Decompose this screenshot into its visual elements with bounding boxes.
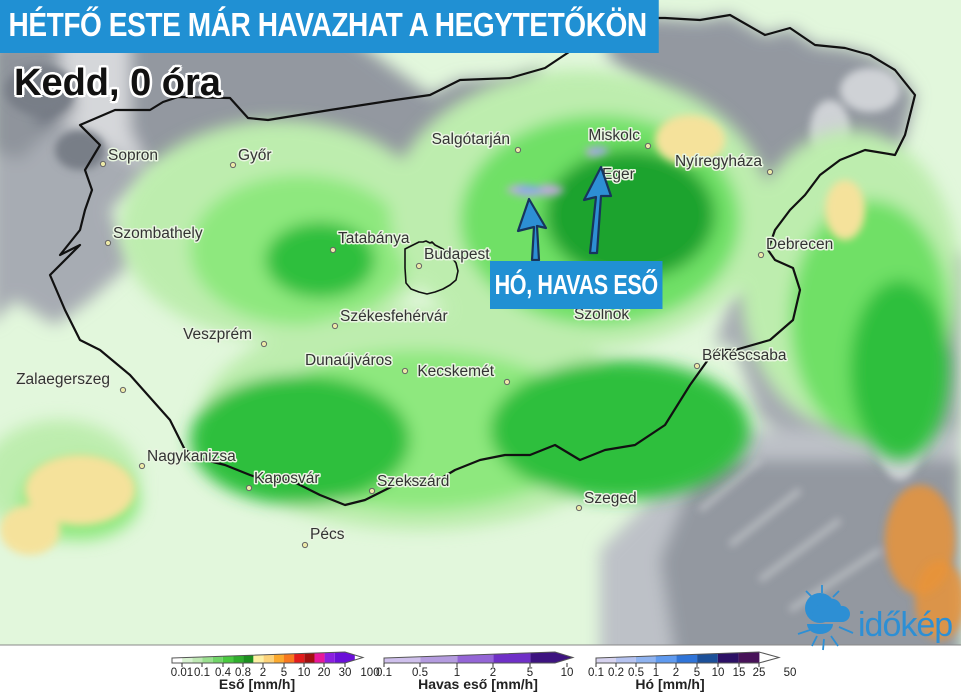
svg-text:10: 10 — [712, 667, 725, 679]
svg-text:15: 15 — [733, 667, 746, 679]
svg-text:Hó [mm/h]: Hó [mm/h] — [635, 676, 704, 692]
svg-text:25: 25 — [753, 667, 766, 679]
svg-text:0.1: 0.1 — [588, 667, 604, 679]
svg-text:időkép: időkép — [858, 606, 952, 644]
svg-text:0.1: 0.1 — [376, 667, 392, 679]
svg-text:Eső [mm/h]: Eső [mm/h] — [219, 676, 295, 692]
svg-text:Havas eső [mm/h]: Havas eső [mm/h] — [418, 676, 538, 692]
svg-text:0.01: 0.01 — [171, 667, 193, 679]
svg-text:10: 10 — [298, 667, 311, 679]
svg-text:10: 10 — [561, 667, 574, 679]
svg-text:30: 30 — [339, 667, 352, 679]
svg-text:20: 20 — [318, 667, 331, 679]
svg-text:0.1: 0.1 — [194, 667, 210, 679]
svg-text:50: 50 — [784, 667, 797, 679]
svg-text:0.2: 0.2 — [608, 667, 624, 679]
